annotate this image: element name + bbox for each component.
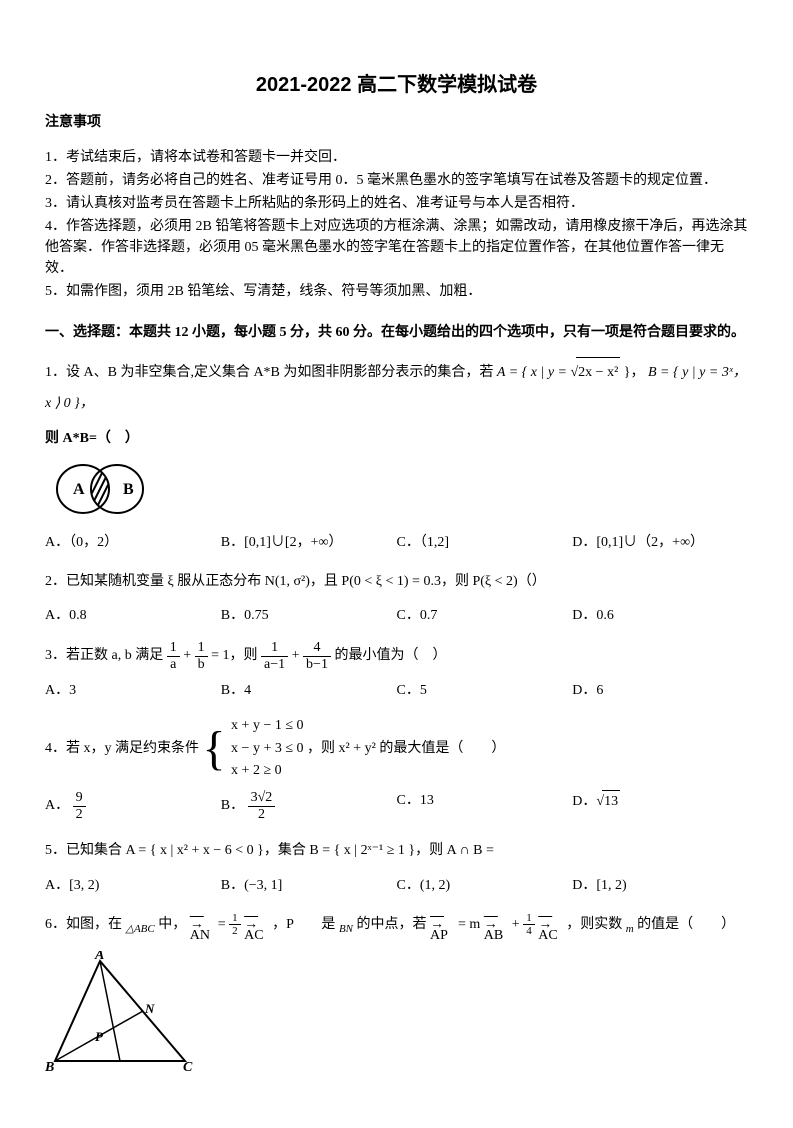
question-2: 2．已知某随机变量 ξ 服从正态分布 N(1, σ²)，且 P(0 < ξ < … (45, 567, 748, 598)
q6-text: 的值是（ ） (637, 917, 735, 932)
plus-icon: + (292, 649, 303, 664)
triangle-diagram: A B C N P (45, 951, 748, 1088)
q4-options: A． 92 B． 3√22 C．13 D．13 (45, 790, 748, 822)
vector-ac: AC (244, 921, 263, 952)
q3-stem-a: 3．若正数 a, b 满足 (45, 649, 167, 664)
q6-plus: + (512, 917, 523, 932)
plus-icon: + (183, 649, 194, 664)
q1-stem-a: 1．设 A、B 为非空集合,定义集合 A*B 为如图非阴影部分表示的集合，若 (45, 365, 497, 380)
question-1: 1．设 A、B 为非空集合,定义集合 A*B 为如图非阴影部分表示的集合，若 A… (45, 357, 748, 420)
q4-system: x + y − 1 ≤ 0 x − y + 3 ≤ 0 x + 2 ≥ 0 (231, 715, 303, 782)
frac-icon: 1a−1 (261, 640, 288, 672)
page-title: 2021-2022 高二下数学模拟试卷 (45, 70, 748, 100)
vector-ap: AP (430, 921, 448, 952)
q4-optA: A． 92 (45, 790, 221, 822)
q6-sub: △ABC (126, 923, 155, 935)
q1-optD: D．[0,1]∪（2，+∞） (572, 532, 748, 553)
question-4: 4．若 x，y 满足约束条件 { x + y − 1 ≤ 0 x − y + 3… (45, 715, 748, 782)
question-6: 6．如图，在 △ABC 中， →AN = 12 →AC ，P 是 BN 的中点，… (45, 910, 748, 941)
question-5: 5．已知集合 A = { x | x² + x − 6 < 0 }，集合 B =… (45, 836, 748, 867)
q6-sub: BN (339, 923, 353, 935)
frac-icon: 12 (229, 912, 241, 937)
q6-text: = m (458, 917, 480, 932)
q1-setA-end: }， (624, 365, 645, 380)
venn-label-b: B (123, 481, 134, 498)
q5-optA: A．[3, 2) (45, 875, 221, 896)
svg-text:P: P (95, 1029, 104, 1044)
q3-stem-c: 的最小值为（ ） (334, 649, 446, 664)
q1-setA: A = { x | y = (497, 365, 571, 380)
svg-text:B: B (45, 1060, 54, 1075)
q3-stem-b: = 1，则 (211, 649, 261, 664)
notice-item: 2．答题前，请务必将自己的姓名、准考证号用 0．5 毫米黑色墨水的签字笔填写在试… (45, 170, 748, 191)
svg-text:C: C (183, 1060, 193, 1075)
vector-ab: AB (484, 921, 503, 952)
q4-line1: x + y − 1 ≤ 0 (231, 715, 303, 737)
q1-options: A．（0，2） B．[0,1]∪[2，+∞） C．（1,2] D．[0,1]∪（… (45, 532, 748, 553)
q2-optA: A．0.8 (45, 605, 221, 626)
q4-optB: B． 3√22 (221, 790, 397, 822)
q4-rad: 13 (602, 790, 620, 812)
vector-an: AN (190, 921, 210, 952)
q3-optC: C．5 (397, 680, 573, 701)
frac-icon: 1a (167, 640, 180, 672)
q6-text: 6．如图，在 (45, 917, 126, 932)
q5-optD: D．[1, 2) (572, 875, 748, 896)
q6-text: 中， (158, 917, 186, 932)
q2-optD: D．0.6 (572, 605, 748, 626)
q5-optC: C．(1, 2) (397, 875, 573, 896)
q4-stem-a: 4．若 x，y 满足约束条件 (45, 741, 203, 756)
svg-text:A: A (94, 951, 104, 963)
notice-item: 5．如需作图，须用 2B 铅笔绘、写清楚，线条、符号等须加黑、加粗． (45, 281, 748, 302)
notice-item: 3．请认真核对监考员在答题卡上所粘贴的条形码上的姓名、准考证号与本人是否相符． (45, 193, 748, 214)
notice-heading: 注意事项 (45, 112, 748, 133)
q4-line3: x + 2 ≥ 0 (231, 760, 303, 782)
question-3: 3．若正数 a, b 满足 1a + 1b = 1，则 1a−1 + 4b−1 … (45, 640, 748, 672)
q6-text: ，则实数 (566, 917, 622, 932)
q5-options: A．[3, 2) B．(−3, 1] C．(1, 2) D．[1, 2) (45, 875, 748, 896)
frac-icon: 1b (195, 640, 208, 672)
brace-icon: { (203, 719, 226, 779)
frac-icon: 4b−1 (303, 640, 331, 672)
q4-stem-b: ，则 x² + y² 的最大值是（ ） (307, 741, 505, 756)
notice-item: 4．作答选择题，必须用 2B 铅笔将答题卡上对应选项的方框涂满、涂黑；如需改动，… (45, 216, 748, 279)
q4-optD: D．13 (572, 790, 748, 822)
venn-diagram: A B (45, 459, 748, 526)
q3-options: A．3 B．4 C．5 D．6 (45, 680, 748, 701)
q1-stem-b: 则 A*B=（ ） (45, 428, 748, 449)
frac-icon: 14 (523, 912, 535, 937)
q3-optA: A．3 (45, 680, 221, 701)
q4-line2: x − y + 3 ≤ 0 (231, 738, 303, 760)
section-heading: 一、选择题：本题共 12 小题，每小题 5 分，共 60 分。在每小题给出的四个… (45, 322, 748, 343)
frac-icon: 3√22 (248, 790, 276, 822)
notice-item: 1．考试结束后，请将本试卷和答题卡一并交回． (45, 147, 748, 168)
q6-sub: m (626, 923, 634, 935)
q1-optA: A．（0，2） (45, 532, 221, 553)
venn-label-a: A (73, 481, 85, 498)
q2-optB: B．0.75 (221, 605, 397, 626)
vector-ac2: AC (538, 921, 557, 952)
q1-optC: C．（1,2] (397, 532, 573, 553)
frac-icon: 92 (73, 790, 86, 822)
q6-text: ，P 是 (272, 917, 335, 932)
q4-optC: C．13 (397, 790, 573, 822)
q6-eq: = (218, 917, 229, 932)
q2-optC: C．0.7 (397, 605, 573, 626)
q3-optB: B．4 (221, 680, 397, 701)
q2-options: A．0.8 B．0.75 C．0.7 D．0.6 (45, 605, 748, 626)
q5-optB: B．(−3, 1] (221, 875, 397, 896)
q1-sqrt: 2x − x² (576, 357, 620, 389)
q6-text: 的中点，若 (357, 917, 431, 932)
svg-text:N: N (144, 1001, 155, 1016)
q1-optB: B．[0,1]∪[2，+∞） (221, 532, 397, 553)
q3-optD: D．6 (572, 680, 748, 701)
